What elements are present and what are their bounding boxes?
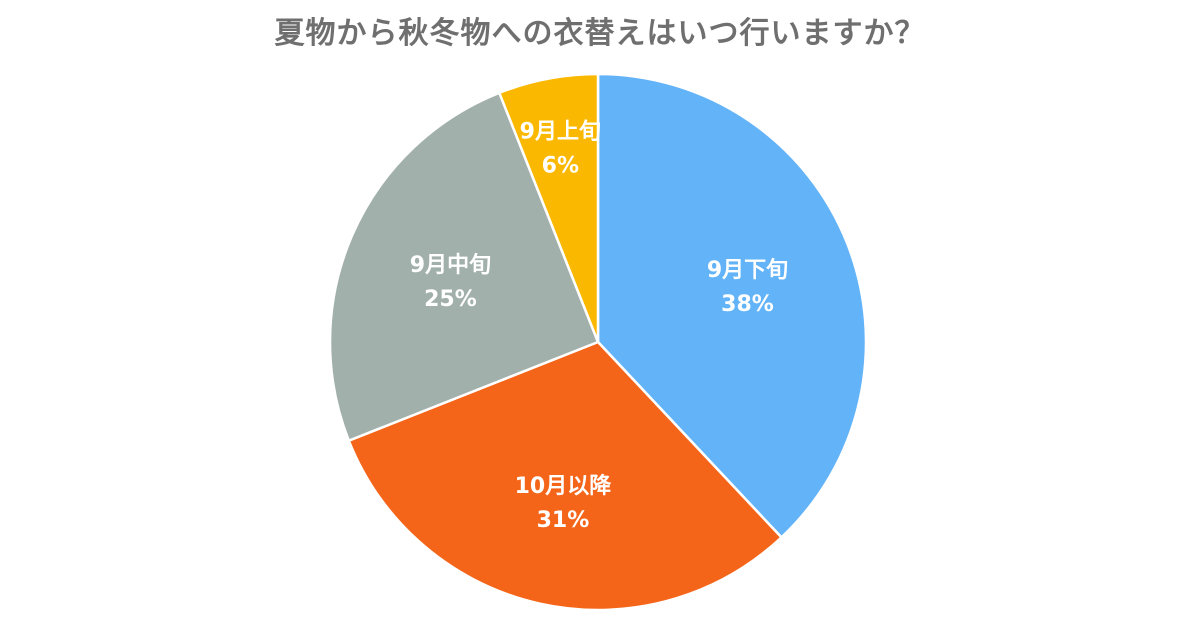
pie-slice (328, 91, 600, 443)
slice-label: 9月中旬 (410, 252, 491, 278)
pie-slice (347, 340, 784, 612)
slice-label: 9月上旬 (520, 119, 601, 145)
pie-slice (497, 72, 600, 343)
slice-value-label: 6% (542, 154, 579, 179)
chart-title: 夏物から秋冬物への衣替えはいつ行いますか？ (274, 16, 926, 51)
slice-value-label: 38% (721, 292, 774, 317)
pie-slice (596, 72, 868, 540)
slice-value-label: 25% (424, 287, 477, 312)
slice-label: 9月下旬 (707, 257, 788, 283)
slice-value-label: 31% (537, 508, 590, 533)
slice-label: 10月以降 (515, 474, 613, 499)
